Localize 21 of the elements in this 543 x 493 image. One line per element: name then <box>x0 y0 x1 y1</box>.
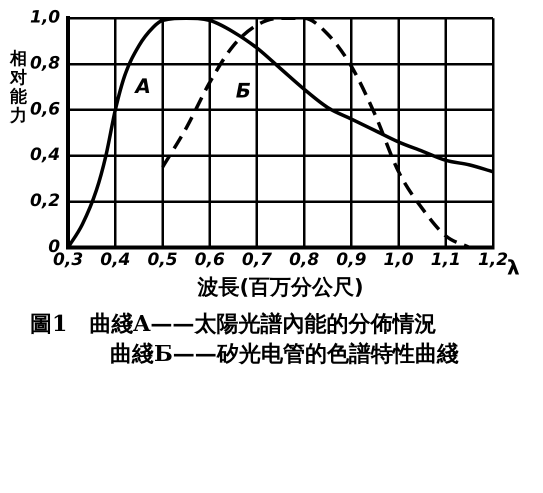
y-tick-label: 0,2 <box>30 190 60 211</box>
x-tick-label: 0,5 <box>147 250 178 270</box>
y-tick-label: 0,4 <box>30 145 60 166</box>
x-tick-label: 1,0 <box>384 250 414 270</box>
caption: 圖1 曲綫A——太陽光譜內能的分佈情況 <box>30 310 438 339</box>
x-tick-label: 0,4 <box>100 250 130 270</box>
x-tick-label: 0,8 <box>289 250 320 270</box>
x-tick-label: 1,2 <box>478 250 508 270</box>
x-tick-label: 0,6 <box>194 250 225 270</box>
y-axis-title: 相对能力 <box>10 49 28 126</box>
x-tick-label: 1,1 <box>430 250 461 270</box>
x-tick-label: 0,9 <box>336 250 367 270</box>
x-axis-title: 波長(百万分公尺) <box>196 274 364 299</box>
series-label: A <box>133 74 151 98</box>
text: 曲綫Б——矽光电管的色譜特性曲綫 <box>109 340 460 369</box>
series-label: Б <box>236 78 251 103</box>
x-tick-label: 0,7 <box>242 250 272 270</box>
y-tick-label: 1,0 <box>30 8 60 28</box>
y-tick-label: 0,8 <box>30 53 60 74</box>
text: λ <box>507 256 520 280</box>
y-tick-label: 0,6 <box>30 99 60 120</box>
